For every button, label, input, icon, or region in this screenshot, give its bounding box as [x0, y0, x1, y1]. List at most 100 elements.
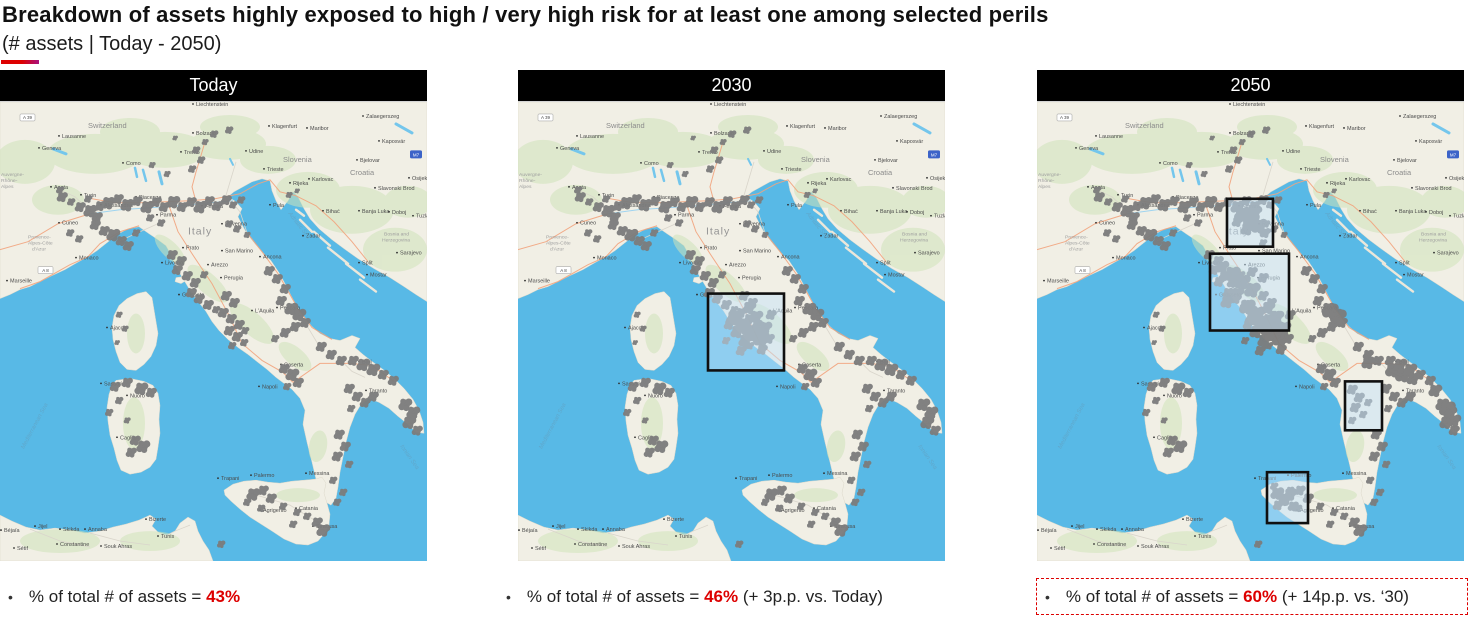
svg-text:Trapani: Trapani	[221, 476, 239, 482]
svg-text:A 39: A 39	[541, 115, 550, 120]
lakes	[1088, 122, 1451, 186]
svg-text:Zadar: Zadar	[306, 234, 321, 240]
svg-text:Lausanne: Lausanne	[1099, 134, 1123, 140]
svg-text:Como: Como	[126, 161, 141, 167]
note-today: • % of total # of assets = 43%	[8, 587, 240, 607]
svg-text:Arezzo: Arezzo	[729, 263, 746, 269]
svg-text:Bihać: Bihać	[326, 209, 340, 215]
svg-text:Maribor: Maribor	[828, 126, 847, 132]
svg-text:Rhône-: Rhône-	[1038, 178, 1055, 184]
svg-text:A 8: A 8	[42, 268, 49, 273]
svg-text:Prato: Prato	[1223, 246, 1236, 252]
svg-text:Rijeka: Rijeka	[1330, 181, 1346, 187]
svg-text:Auvergne-: Auvergne-	[1038, 172, 1061, 178]
svg-text:Alpes-Côte: Alpes-Côte	[546, 241, 571, 247]
svg-text:Mostar: Mostar	[370, 273, 387, 279]
svg-text:Nuoro: Nuoro	[130, 393, 145, 399]
svg-text:Klagenfurt: Klagenfurt	[790, 124, 816, 130]
svg-text:d'Azur: d'Azur	[1069, 247, 1083, 253]
svg-text:Catania: Catania	[1336, 506, 1356, 512]
svg-text:Croatia: Croatia	[350, 168, 375, 177]
svg-text:Liechtenstein: Liechtenstein	[196, 102, 228, 108]
svg-text:Piacenza: Piacenza	[657, 195, 681, 201]
svg-text:Udine: Udine	[1286, 149, 1300, 155]
note-2030-text: % of total # of assets = 46% (+ 3p.p. vs…	[527, 587, 883, 607]
svg-text:Trieste: Trieste	[267, 167, 284, 173]
svg-text:Jijel: Jijel	[1075, 524, 1084, 530]
svg-text:Cagliari: Cagliari	[1157, 435, 1176, 441]
svg-text:Constantine: Constantine	[1097, 542, 1126, 548]
svg-text:Perugia: Perugia	[742, 276, 762, 282]
svg-text:Cagliari: Cagliari	[120, 435, 139, 441]
svg-text:Slovenia: Slovenia	[801, 155, 831, 164]
map-2030-svg: LiechtensteinSwitzerlandLausanneGenevaAo…	[518, 102, 945, 561]
svg-text:Parma: Parma	[160, 213, 177, 219]
svg-text:Cuneo: Cuneo	[1099, 221, 1115, 227]
svg-text:Croatia: Croatia	[868, 168, 893, 177]
svg-text:Slavonski Brod: Slavonski Brod	[896, 186, 933, 192]
svg-text:Souk Ahras: Souk Ahras	[104, 544, 132, 550]
map-2050: LiechtensteinSwitzerlandLausanneGenevaAo…	[1037, 101, 1464, 561]
svg-text:Marseille: Marseille	[1047, 279, 1069, 285]
svg-text:Alessandria: Alessandria	[104, 203, 134, 209]
svg-text:Taranto: Taranto	[1406, 388, 1424, 394]
svg-text:Bolzano: Bolzano	[196, 131, 216, 137]
svg-text:Karlovac: Karlovac	[1349, 177, 1371, 183]
svg-text:Cuneo: Cuneo	[580, 221, 596, 227]
note-prefix: % of total # of assets =	[526, 587, 705, 606]
svg-text:Skikda: Skikda	[63, 527, 80, 533]
svg-text:Trieste: Trieste	[1304, 167, 1321, 173]
svg-text:A 8: A 8	[560, 268, 567, 273]
svg-text:Lausanne: Lausanne	[62, 134, 86, 140]
map-today-svg: LiechtensteinSwitzerlandLausanneGenevaAo…	[0, 102, 427, 561]
page-subtitle: (# assets | Today - 2050)	[2, 33, 222, 55]
svg-text:Nuoro: Nuoro	[1167, 393, 1182, 399]
bullet-icon: •	[8, 589, 13, 605]
svg-text:Bolzano: Bolzano	[714, 131, 734, 137]
note-2030: • % of total # of assets = 46% (+ 3p.p. …	[506, 587, 883, 607]
svg-text:Bjelovar: Bjelovar	[1397, 158, 1417, 164]
svg-text:Agrigento: Agrigento	[781, 508, 805, 514]
map-panel-2030: 2030 Liechtenstein Switzerland Lausanne Gen…	[518, 70, 945, 561]
svg-text:Alpes: Alpes	[519, 184, 532, 190]
svg-text:Maribor: Maribor	[1347, 126, 1366, 132]
note-prefix: % of total # of assets =	[1065, 586, 1244, 606]
svg-text:Bosnia and: Bosnia and	[1421, 232, 1446, 238]
svg-text:Ajaccio: Ajaccio	[628, 326, 646, 332]
asset-cluster-dots	[56, 126, 423, 549]
svg-text:Herzegovina: Herzegovina	[1419, 238, 1447, 244]
map-panel-today: Today Liechtenstein Switzerland Lausanne Ge…	[0, 70, 427, 561]
svg-text:Italy: Italy	[188, 227, 212, 238]
svg-text:Doboj: Doboj	[910, 210, 924, 216]
svg-text:A 39: A 39	[23, 115, 32, 120]
map-panel-2050: 2050 Liechtenstein Switzerland Lausanne Gen…	[1037, 70, 1464, 561]
svg-text:Messina: Messina	[309, 471, 330, 477]
svg-text:Bihać: Bihać	[844, 209, 858, 215]
svg-text:Annaba: Annaba	[606, 527, 626, 533]
map-today: LiechtensteinSwitzerlandLausanneGenevaAo…	[0, 101, 427, 561]
highlight-box	[1208, 252, 1291, 332]
svg-text:Béjaïa: Béjaïa	[4, 528, 21, 534]
svg-text:Constantine: Constantine	[578, 542, 607, 548]
svg-text:Slovenia: Slovenia	[283, 155, 313, 164]
svg-text:Livorno: Livorno	[683, 261, 701, 267]
svg-text:Nuoro: Nuoro	[648, 393, 663, 399]
svg-text:Lausanne: Lausanne	[580, 134, 604, 140]
svg-text:Zadar: Zadar	[1343, 234, 1358, 240]
svg-text:Switzerland: Switzerland	[88, 121, 127, 130]
svg-text:Annaba: Annaba	[1125, 527, 1145, 533]
svg-text:Doboj: Doboj	[1429, 210, 1443, 216]
svg-text:Maribor: Maribor	[310, 126, 329, 132]
svg-text:Slovenia: Slovenia	[1320, 155, 1350, 164]
note-2050-highlight-box: • % of total # of assets = 60% (+ 14p.p.…	[1036, 578, 1468, 615]
svg-text:Annaba: Annaba	[88, 527, 108, 533]
svg-text:Rhône-: Rhône-	[519, 178, 536, 184]
svg-text:Piacenza: Piacenza	[139, 195, 163, 201]
asset-percentage-value: 43%	[206, 587, 241, 606]
svg-text:Napoli: Napoli	[262, 384, 278, 390]
svg-text:Tunis: Tunis	[161, 534, 174, 540]
svg-text:Marseille: Marseille	[10, 279, 32, 285]
svg-text:Jijel: Jijel	[38, 524, 47, 530]
svg-text:Provence-: Provence-	[28, 235, 51, 241]
svg-text:Banja Luka: Banja Luka	[362, 209, 390, 215]
